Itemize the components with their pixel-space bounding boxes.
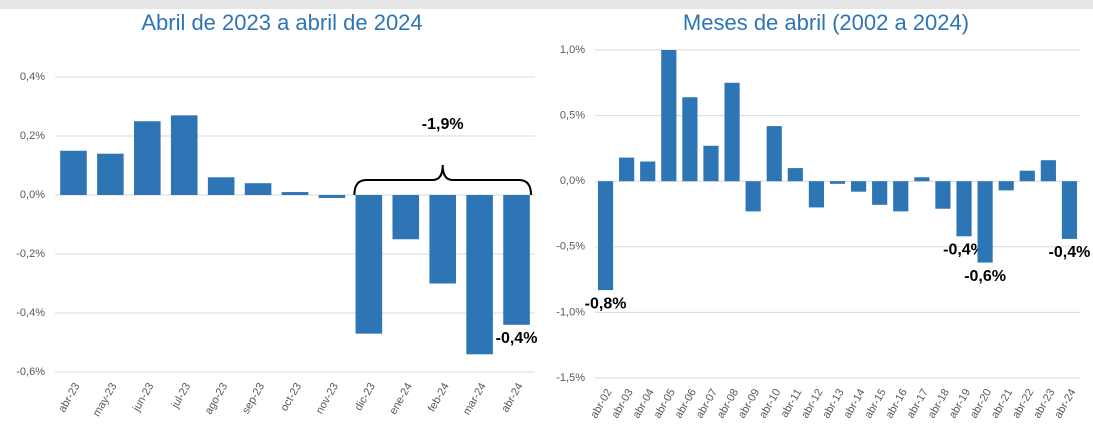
- x-tick-label: abr-24: [1052, 387, 1078, 421]
- bar: [97, 153, 124, 195]
- bar: [244, 183, 272, 195]
- bar: [597, 181, 614, 291]
- bar: [60, 150, 87, 195]
- bar: [808, 181, 825, 208]
- x-tick-label: mar-24: [461, 381, 489, 417]
- y-tick-label: -0,4%: [16, 307, 45, 319]
- y-tick-label: -0,5%: [556, 241, 585, 253]
- bar: [1040, 160, 1056, 182]
- bar: [619, 157, 635, 182]
- y-tick-label: -0,2%: [16, 248, 45, 260]
- y-tick-label: -1,0%: [556, 306, 585, 318]
- value-label: -0,8%: [585, 295, 627, 312]
- bar: [977, 181, 993, 263]
- x-tick-label: jul-23: [169, 381, 193, 411]
- bar: [935, 181, 951, 209]
- x-tick-label: abr-10: [757, 387, 783, 421]
- x-tick-label: ago-23: [203, 381, 231, 417]
- brace: [353, 164, 532, 196]
- value-label: -0,4%: [496, 330, 538, 347]
- value-label: -0,4%: [943, 242, 985, 259]
- bar: [872, 181, 888, 205]
- x-tick-label: nov-23: [314, 381, 341, 416]
- y-tick-label: 1,0%: [560, 44, 585, 56]
- annotation: -1,9%: [422, 116, 464, 133]
- bar: [766, 126, 782, 182]
- bar: [1019, 170, 1035, 182]
- bar: [703, 145, 719, 182]
- chart-title: Meses de abril (2002 a 2024): [683, 10, 969, 35]
- y-tick-label: 0,5%: [560, 110, 585, 122]
- bar: [134, 121, 161, 195]
- x-tick-label: ene-24: [387, 381, 415, 417]
- bar: [207, 177, 235, 195]
- bar: [682, 97, 698, 182]
- bar: [640, 161, 656, 182]
- bar: [392, 195, 420, 240]
- bar: [429, 195, 456, 284]
- bar: [829, 181, 846, 184]
- top-strip: [0, 0, 1093, 9]
- x-tick-label: dic-23: [353, 381, 378, 413]
- bar: [503, 195, 530, 325]
- bar: [745, 181, 761, 212]
- x-tick-label: oct-23: [278, 381, 304, 413]
- x-tick-label: sep-23: [240, 381, 267, 416]
- value-label: -0,4%: [1049, 244, 1091, 261]
- x-tick-label: feb-24: [426, 381, 452, 414]
- y-tick-label: 0,0%: [560, 175, 585, 187]
- bar: [661, 50, 677, 182]
- bar: [466, 195, 493, 355]
- bar: [998, 181, 1014, 191]
- bar: [724, 82, 740, 182]
- bar: [850, 181, 867, 192]
- y-tick-label: -1,5%: [556, 372, 585, 384]
- x-tick-label: abr-23: [56, 381, 82, 415]
- x-tick-label: abr-24: [499, 381, 525, 415]
- bar: [893, 181, 909, 212]
- bar: [914, 177, 930, 182]
- bar: [318, 195, 346, 198]
- bar: [787, 168, 803, 182]
- value-label: -0,6%: [964, 268, 1006, 285]
- bar: [281, 192, 309, 195]
- bar: [355, 195, 383, 334]
- x-tick-label: jun-23: [130, 381, 156, 414]
- y-tick-label: 0,2%: [20, 130, 45, 142]
- y-tick-label: 0,0%: [20, 189, 45, 201]
- x-tick-label: may-23: [91, 381, 120, 419]
- bar: [956, 181, 972, 237]
- chart-title: Abril de 2023 a abril de 2024: [141, 10, 422, 35]
- y-tick-label: 0,4%: [20, 71, 45, 83]
- bar: [1061, 181, 1078, 239]
- y-tick-label: -0,6%: [16, 366, 45, 378]
- bar: [170, 115, 198, 195]
